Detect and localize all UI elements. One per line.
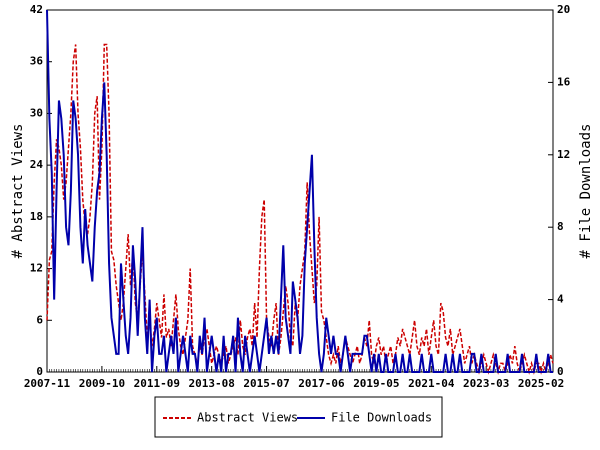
x-tick-label: 2015-07 [243, 377, 289, 390]
y2-tick-label: 12 [557, 148, 570, 161]
y-tick-label: 6 [36, 313, 43, 326]
x-tick-label: 2017-06 [298, 377, 345, 390]
y2-tick-label: 4 [557, 293, 564, 306]
series-line [46, 9, 553, 373]
y2-tick-label: 0 [557, 365, 564, 378]
x-tick-label: 2011-09 [134, 377, 180, 390]
y2-axis-label: # File Downloads [578, 124, 594, 259]
x-tick-label: 2019-05 [353, 377, 399, 390]
x-tick-label: 2007-11 [24, 377, 71, 390]
y-tick-label: 30 [30, 106, 43, 119]
x-tick-label: 2025-02 [518, 377, 564, 390]
y-tick-label: 24 [30, 158, 44, 171]
y2-tick-label: 20 [557, 3, 570, 16]
y-axis-label: # Abstract Views [10, 124, 26, 259]
y-tick-label: 12 [30, 262, 43, 275]
legend-label: Abstract Views [197, 411, 298, 425]
plot-frame [46, 9, 554, 373]
y-tick-label: 0 [36, 365, 43, 378]
y-tick-label: 18 [30, 210, 43, 223]
x-tick-label: 2021-04 [408, 377, 455, 390]
legend-label: File Downloads [331, 411, 432, 425]
x-tick-label: 2023-03 [463, 377, 509, 390]
y-tick-label: 42 [30, 3, 43, 16]
y2-tick-label: 16 [557, 75, 571, 88]
x-tick-label: 2009-10 [79, 377, 125, 390]
y2-tick-label: 8 [557, 220, 564, 233]
y-tick-label: 36 [30, 55, 44, 68]
x-tick-label: 2013-08 [189, 377, 235, 390]
